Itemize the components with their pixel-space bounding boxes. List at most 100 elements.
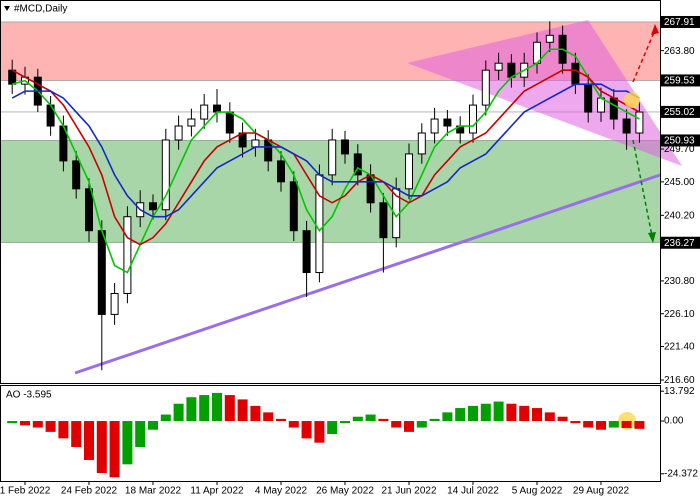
candle-body <box>187 118 196 127</box>
candle-body <box>469 104 477 134</box>
ao-bar <box>519 405 530 422</box>
highlight <box>624 92 640 108</box>
price-label-box <box>661 105 700 118</box>
candle-body <box>123 216 132 294</box>
y-tick-label: 245.00 <box>664 177 695 188</box>
ao-bar <box>557 416 568 422</box>
plot <box>8 21 644 371</box>
ao-bar <box>148 421 158 430</box>
ao-bar <box>327 421 338 435</box>
candle-body <box>225 111 234 134</box>
ao-bar <box>224 395 235 422</box>
triangle-drawing <box>407 20 682 166</box>
price-frame <box>0 0 661 384</box>
ao-bar <box>212 392 222 422</box>
candle-body <box>417 132 426 155</box>
ao-tick-label: -24.372 <box>664 468 698 479</box>
ao-bar <box>301 421 312 439</box>
price-label-box <box>661 15 700 28</box>
x-tick-label: 5 Aug 2022 <box>512 486 563 497</box>
candle-body <box>72 160 81 190</box>
ao-bar <box>263 412 274 422</box>
x-tick-label: 26 May 2022 <box>316 486 374 497</box>
down-arrow <box>632 139 653 237</box>
ao-bar <box>596 421 606 430</box>
x-tick-label: 24 Feb 2022 <box>61 486 118 497</box>
ao-bar <box>608 421 619 428</box>
ao-bar <box>250 405 261 422</box>
ao-bar <box>468 405 478 422</box>
ao-bar <box>173 403 184 422</box>
candle-body <box>110 292 119 315</box>
ao-bar <box>570 421 581 424</box>
ao-bar <box>416 421 427 428</box>
candle-body <box>302 230 311 274</box>
candle-body <box>481 69 490 106</box>
ao-bar <box>480 403 491 422</box>
ao-bar <box>442 412 453 422</box>
y-tick-label: 216.60 <box>664 375 695 386</box>
ao-bar <box>621 421 632 428</box>
ao-bar <box>71 421 82 448</box>
x-tick-label: 4 May 2022 <box>255 486 308 497</box>
candle-body <box>405 153 413 190</box>
ao-bar <box>391 421 402 428</box>
ao-bar <box>58 421 69 439</box>
x-tick-label: 1 Feb 2022 <box>0 486 51 497</box>
ao-bar <box>186 397 197 422</box>
candle-body <box>213 104 221 113</box>
ao-bar <box>199 395 210 422</box>
ao-bar <box>493 401 504 422</box>
trend-line <box>74 173 661 375</box>
candle-body <box>289 181 298 232</box>
ao-bar <box>365 414 376 422</box>
chart-title: #MCD,Daily <box>14 4 67 15</box>
candle-body <box>545 34 554 43</box>
up-arrow-head <box>651 24 659 35</box>
menu-icon[interactable] <box>4 6 10 11</box>
ao-bar <box>340 421 350 424</box>
candle-body <box>609 97 618 120</box>
ao-bar <box>45 421 56 432</box>
ao-bar <box>32 421 43 428</box>
ao-bar <box>532 408 542 422</box>
candle-body <box>315 174 324 274</box>
indicator-title: AO -3.595 <box>6 390 52 401</box>
ao-bar <box>135 421 146 448</box>
ao-bar <box>314 421 325 443</box>
y-tick-label: 263.80 <box>664 46 695 57</box>
candle-body <box>584 83 593 113</box>
ao-bar <box>634 421 645 429</box>
x-tick-label: 21 Jun 2022 <box>381 486 436 497</box>
ao-tick-label: 0.00 <box>664 416 684 427</box>
ao-bar <box>122 421 133 465</box>
y-tick-label: 226.10 <box>664 309 695 320</box>
ao-bar <box>583 421 594 428</box>
candle-body <box>174 125 183 141</box>
candle-body <box>443 118 452 127</box>
ao-bar <box>288 421 299 428</box>
candle-body <box>161 139 170 211</box>
y-tick-label: 221.40 <box>664 342 695 353</box>
y-tick-label: 236.27 <box>664 238 695 249</box>
candle-body <box>97 230 106 315</box>
y-tick-label: 250.93 <box>664 136 695 147</box>
ao-bar <box>429 418 440 422</box>
y-tick-label: 267.91 <box>664 17 695 28</box>
candle-body <box>149 202 157 211</box>
ao-bar <box>237 399 248 422</box>
ao-bar <box>506 403 517 422</box>
candle-body <box>251 139 260 148</box>
ao-bar <box>7 421 18 424</box>
ao-bar <box>160 414 171 422</box>
candle-body <box>85 188 93 232</box>
candle-body <box>494 62 503 71</box>
price-label-box <box>661 74 700 87</box>
ao-bar <box>378 418 389 422</box>
price-label-box <box>661 134 700 147</box>
up-arrow <box>632 29 656 83</box>
ao-bar <box>276 418 286 422</box>
y-tick-label: 249.70 <box>664 144 695 155</box>
